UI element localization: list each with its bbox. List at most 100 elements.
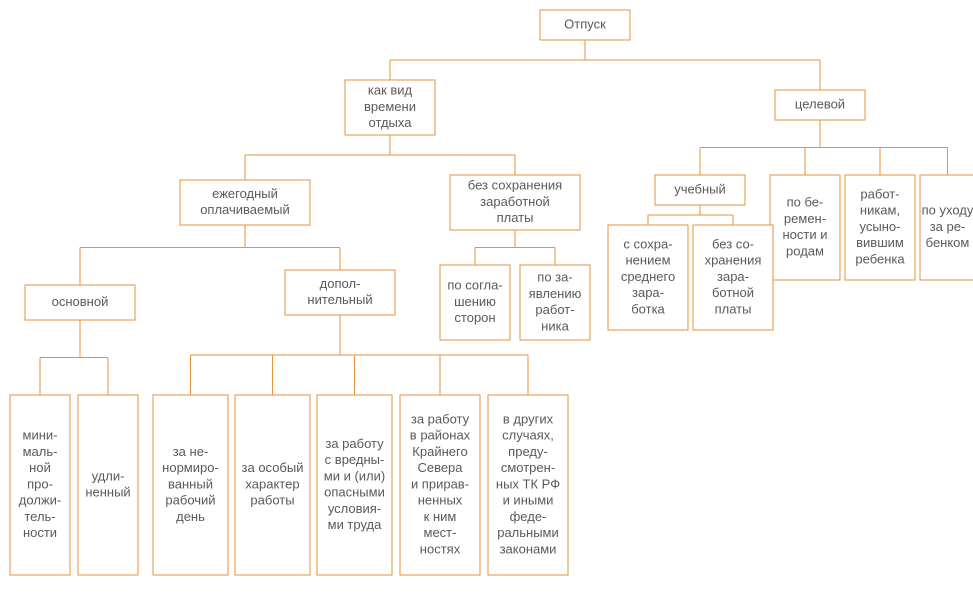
svg-text:ми и (или): ми и (или): [324, 468, 385, 483]
node-rest: как видвремениотдыха: [345, 80, 435, 135]
svg-text:ботной: ботной: [712, 285, 754, 300]
node-root: Отпуск: [540, 10, 630, 40]
node-min: мини-маль-нойпро-должи-тель-ности: [10, 395, 70, 575]
svg-text:и иными: и иными: [503, 493, 554, 508]
svg-text:удли-: удли-: [92, 468, 125, 483]
svg-text:характер: характер: [245, 476, 299, 491]
svg-text:преду-: преду-: [508, 444, 548, 459]
svg-text:опасными: опасными: [324, 485, 385, 500]
svg-text:ностях: ностях: [420, 541, 461, 556]
svg-text:мини-: мини-: [23, 428, 58, 443]
svg-text:зара-: зара-: [632, 285, 664, 300]
node-x1: за не-нормиро-ванный рабочийдень: [153, 395, 228, 575]
svg-text:за работу: за работу: [325, 436, 384, 451]
svg-text:за работу: за работу: [411, 411, 470, 426]
svg-text:ребенка: ребенка: [855, 251, 905, 266]
svg-text:по согла-: по согла-: [447, 278, 502, 293]
node-extra: допол-нительный: [285, 270, 395, 315]
svg-text:ванный: ванный: [168, 476, 213, 491]
node-main: основной: [25, 285, 135, 320]
svg-text:учебный: учебный: [674, 181, 726, 196]
svg-text:как вид: как вид: [368, 83, 413, 98]
svg-text:ненных: ненных: [418, 493, 463, 508]
svg-text:среднего: среднего: [621, 269, 675, 284]
svg-text:в других: в других: [503, 411, 554, 426]
node-x4: за работув районахКрайнегоСевераи прирав…: [400, 395, 480, 575]
svg-text:ненный: ненный: [85, 485, 130, 500]
svg-text:случаях,: случаях,: [502, 428, 554, 443]
svg-text:без сохранения: без сохранения: [468, 178, 562, 193]
svg-text:с вредны-: с вредны-: [325, 452, 385, 467]
svg-text:за не-: за не-: [173, 444, 209, 459]
svg-text:тель-: тель-: [24, 509, 55, 524]
svg-text:рабочий: рабочий: [165, 493, 215, 508]
svg-text:ремен-: ремен-: [784, 211, 826, 226]
svg-text:явлению: явлению: [529, 286, 582, 301]
node-edu_paid: с сохра-нениемсреднегозара-ботка: [608, 225, 688, 330]
node-unpaid: без сохранениязаработнойплаты: [450, 175, 580, 230]
svg-text:бенком: бенком: [926, 235, 970, 250]
svg-text:с сохра-: с сохра-: [623, 236, 672, 251]
svg-text:без со-: без со-: [712, 236, 754, 251]
node-appl: по за-явлениюработ-ника: [520, 265, 590, 340]
node-x3: за работус вредны-ми и (или) опаснымиусло…: [317, 395, 392, 575]
svg-text:ежегодный: ежегодный: [212, 186, 278, 201]
node-child: по уходуза ре-бенком: [920, 175, 973, 280]
svg-text:допол-: допол-: [320, 276, 361, 291]
svg-text:усыно-: усыно-: [860, 219, 901, 234]
svg-text:заработной: заработной: [480, 194, 550, 209]
svg-text:платы: платы: [715, 301, 752, 316]
svg-text:мест-: мест-: [424, 525, 457, 540]
node-target: целевой: [775, 90, 865, 120]
svg-text:по за-: по за-: [537, 270, 572, 285]
svg-text:за особый: за особый: [242, 460, 304, 475]
svg-text:ности и: ности и: [783, 227, 828, 242]
svg-text:зара-: зара-: [717, 269, 749, 284]
svg-text:основной: основной: [52, 294, 109, 309]
svg-text:целевой: целевой: [795, 96, 845, 111]
svg-text:сторон: сторон: [454, 310, 495, 325]
svg-text:времени: времени: [364, 99, 416, 114]
svg-text:шению: шению: [454, 294, 496, 309]
svg-text:условия-: условия-: [328, 501, 381, 516]
svg-text:про-: про-: [27, 476, 53, 491]
svg-text:хранения: хранения: [705, 253, 762, 268]
node-adopt: работ-никам,усыно-вившимребенка: [845, 175, 915, 280]
node-annual: ежегодныйоплачиваемый: [180, 180, 310, 225]
svg-text:по бе-: по бе-: [787, 195, 824, 210]
svg-text:нительный: нительный: [307, 292, 372, 307]
svg-text:должи-: должи-: [19, 493, 61, 508]
node-edu_unpaid: без со-хранениязара-ботнойплаты: [693, 225, 773, 330]
svg-text:работ-: работ-: [860, 186, 899, 201]
svg-text:к ним: к ним: [424, 509, 457, 524]
svg-text:ника: ника: [541, 318, 569, 333]
svg-text:в районах: в районах: [410, 428, 471, 443]
svg-text:ных ТК РФ: ных ТК РФ: [496, 476, 560, 491]
svg-text:ботка: ботка: [631, 301, 665, 316]
svg-text:отдыха: отдыха: [369, 115, 413, 130]
svg-text:Севера: Севера: [417, 460, 463, 475]
svg-text:за ре-: за ре-: [930, 219, 966, 234]
svg-text:маль-: маль-: [23, 444, 58, 459]
svg-text:по уходу: по уходу: [922, 203, 973, 218]
svg-text:смотрен-: смотрен-: [501, 460, 555, 475]
svg-text:Отпуск: Отпуск: [564, 16, 606, 31]
svg-text:работы: работы: [250, 493, 294, 508]
svg-text:никам,: никам,: [860, 203, 900, 218]
org-tree-diagram: Отпуск как видвремениотдыха целевой ежегодн…: [0, 0, 973, 612]
svg-text:ральными: ральными: [497, 525, 559, 540]
svg-text:платы: платы: [497, 210, 534, 225]
svg-text:день: день: [176, 509, 205, 524]
svg-text:работ-: работ-: [535, 302, 574, 317]
svg-text:ми труда: ми труда: [328, 517, 383, 532]
node-agree: по согла-шениюсторон: [440, 265, 510, 340]
svg-text:нормиро-: нормиро-: [162, 460, 219, 475]
node-preg: по бе-ремен-ности иродам: [770, 175, 840, 280]
svg-text:родам: родам: [786, 243, 824, 258]
svg-text:нением: нением: [625, 253, 670, 268]
node-long: удли-ненный: [78, 395, 138, 575]
svg-text:оплачиваемый: оплачиваемый: [200, 202, 290, 217]
svg-text:ной: ной: [29, 460, 51, 475]
node-edu: учебный: [655, 175, 745, 205]
svg-text:вившим: вившим: [856, 235, 904, 250]
